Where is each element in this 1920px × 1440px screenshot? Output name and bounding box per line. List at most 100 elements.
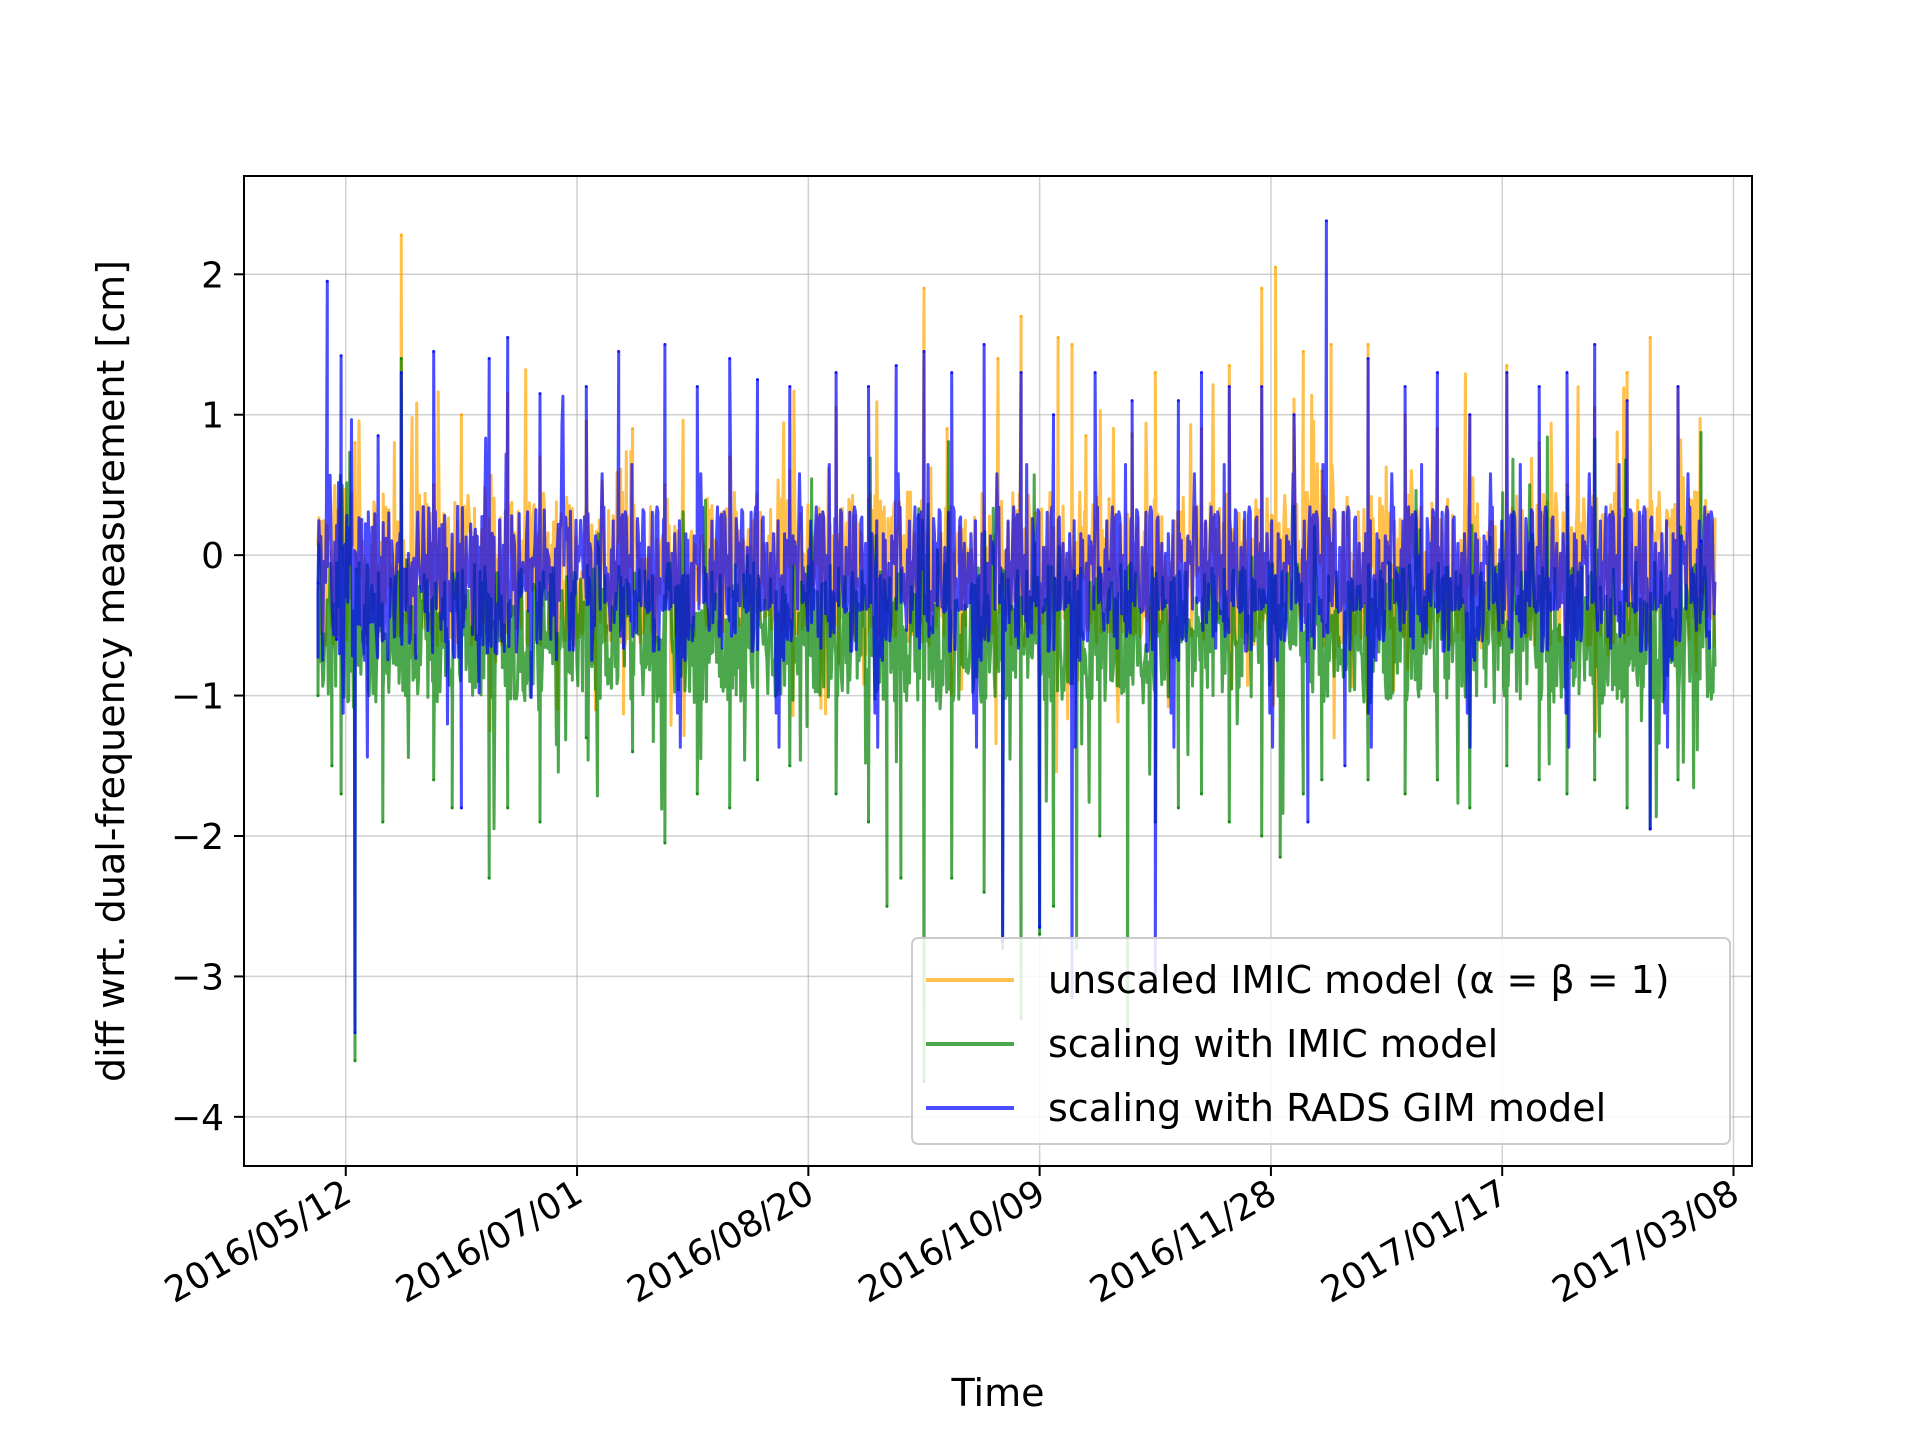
- data-point: [1093, 371, 1097, 375]
- data-point: [1648, 827, 1652, 831]
- y-tick-label: −2: [171, 817, 224, 858]
- data-point: [399, 371, 403, 375]
- data-point: [1537, 778, 1541, 782]
- data-point: [663, 343, 667, 347]
- data-point: [584, 736, 588, 740]
- data-point: [1435, 778, 1439, 782]
- data-point: [631, 750, 635, 754]
- data-point: [353, 1059, 357, 1063]
- data-point: [1292, 413, 1296, 417]
- data-point: [339, 354, 343, 358]
- data-point: [755, 378, 759, 382]
- data-point: [866, 820, 870, 824]
- data-point: [894, 364, 898, 368]
- data-point: [695, 792, 699, 796]
- data-point: [1625, 371, 1629, 375]
- data-point: [1260, 286, 1264, 290]
- data-point: [1676, 778, 1680, 782]
- data-point: [1699, 539, 1703, 543]
- data-point: [1468, 806, 1472, 810]
- legend: unscaled IMIC model (α = β = 1) scaling w…: [911, 937, 1731, 1145]
- data-point: [1038, 925, 1042, 929]
- data-point: [459, 806, 463, 810]
- data-point: [1565, 371, 1569, 375]
- data-point: [316, 694, 320, 698]
- data-point: [996, 357, 1000, 361]
- data-point: [1435, 371, 1439, 375]
- data-point: [1274, 265, 1278, 269]
- data-point: [1084, 434, 1088, 438]
- data-point: [945, 427, 949, 431]
- data-point: [325, 279, 329, 283]
- data-point: [487, 357, 491, 361]
- data-point: [1329, 343, 1333, 347]
- data-point: [617, 350, 621, 354]
- data-point: [663, 841, 667, 845]
- legend-label: unscaled IMIC model (α = β = 1): [1048, 958, 1670, 1002]
- data-point: [834, 792, 838, 796]
- data-point: [381, 820, 385, 824]
- data-point: [1278, 855, 1282, 859]
- data-point: [1593, 778, 1597, 782]
- data-point: [1260, 385, 1264, 389]
- data-point: [399, 233, 403, 237]
- legend-label: scaling with RADS GIM model: [1048, 1086, 1606, 1130]
- data-point: [1537, 385, 1541, 389]
- data-point: [788, 385, 792, 389]
- data-point: [353, 1031, 357, 1035]
- data-point: [1593, 343, 1597, 347]
- data-point: [506, 806, 510, 810]
- data-point: [1176, 399, 1180, 403]
- y-tick-label: −4: [171, 1098, 224, 1139]
- data-point: [432, 350, 436, 354]
- data-point: [885, 904, 889, 908]
- data-point: [1676, 385, 1680, 389]
- data-point: [584, 385, 588, 389]
- data-point: [834, 371, 838, 375]
- data-point: [1468, 413, 1472, 417]
- data-point: [728, 357, 732, 361]
- plot-area: [316, 219, 1717, 1084]
- data-point: [506, 335, 510, 339]
- x-axis-label: Time: [951, 1371, 1045, 1415]
- data-point: [459, 413, 463, 417]
- data-point: [1505, 371, 1509, 375]
- data-point: [1366, 778, 1370, 782]
- data-point: [1200, 371, 1204, 375]
- data-point: [922, 286, 926, 290]
- data-point: [1107, 567, 1111, 571]
- data-point: [950, 371, 954, 375]
- legend-box: [911, 937, 1731, 1145]
- data-point: [1176, 806, 1180, 810]
- data-point: [1098, 834, 1102, 838]
- data-point: [1306, 820, 1310, 824]
- data-point: [538, 392, 542, 396]
- series-line: [316, 219, 1717, 1035]
- data-point: [1227, 385, 1231, 389]
- data-point: [788, 764, 792, 768]
- data-point: [982, 343, 986, 347]
- data-point: [1301, 350, 1305, 354]
- data-point: [1153, 371, 1157, 375]
- data-point: [1019, 371, 1023, 375]
- y-tick-label: 0: [201, 536, 224, 577]
- data-point: [982, 890, 986, 894]
- legend-label: scaling with IMIC model: [1048, 1022, 1498, 1066]
- data-point: [376, 434, 380, 438]
- data-point: [538, 820, 542, 824]
- data-point: [335, 637, 339, 641]
- data-point: [1227, 364, 1231, 368]
- data-point: [1301, 792, 1305, 796]
- data-point: [1625, 806, 1629, 810]
- data-point: [1505, 764, 1509, 768]
- data-point: [1648, 335, 1652, 339]
- data-point: [1403, 385, 1407, 389]
- data-point: [1107, 497, 1111, 501]
- data-point: [1403, 792, 1407, 796]
- data-point: [1227, 820, 1231, 824]
- data-point: [1056, 335, 1060, 339]
- y-axis: 2 1 0 −1 −2 −3 −4: [171, 255, 244, 1139]
- data-point: [330, 764, 334, 768]
- data-point: [1200, 792, 1204, 796]
- y-tick-label: 1: [201, 396, 224, 437]
